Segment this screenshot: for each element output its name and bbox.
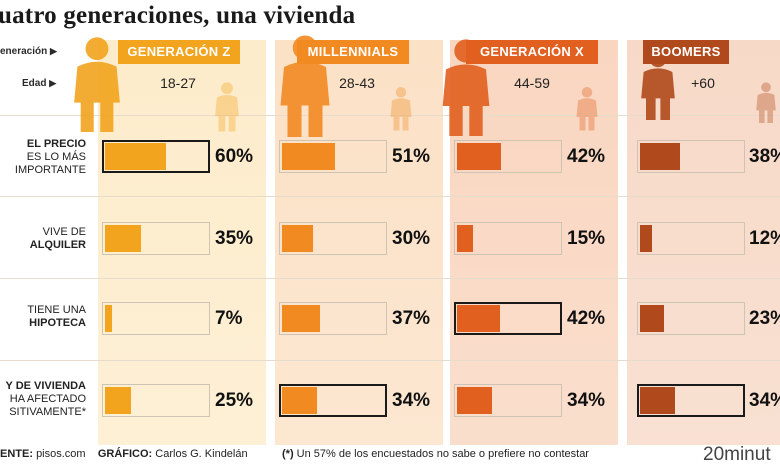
row-separator (0, 115, 780, 116)
caret-right-icon: ▶ (49, 78, 57, 88)
row-separator (0, 278, 780, 279)
row-label: Y DE VIVIENDA HA AFECTADO SITIVAMENTE* (0, 380, 87, 419)
bar-frame (454, 140, 562, 173)
person-silhouette-icon (756, 82, 776, 123)
row-label-line: IMPORTANTE (14, 164, 86, 176)
bar (640, 143, 680, 170)
row-separator (0, 196, 780, 197)
data-label: 51% (392, 146, 431, 167)
generation-age: 28-43 (339, 75, 375, 91)
bar-frame (454, 302, 562, 335)
row-label-line: HIPOTECA (29, 317, 86, 329)
bar-frame (102, 222, 210, 255)
bar (105, 387, 131, 414)
brand-logo: 20minut (703, 444, 771, 465)
data-label: 38% (749, 146, 780, 167)
generation-badge: BOOMERS (643, 40, 729, 64)
generation-age: 18-27 (160, 75, 196, 91)
data-label: 60% (215, 146, 254, 167)
person-silhouette-icon (576, 87, 598, 131)
bar-frame (454, 384, 562, 417)
source-value: pisos.com (36, 448, 86, 460)
generation-age: +60 (691, 75, 715, 91)
bar (105, 225, 141, 252)
bar (282, 225, 313, 252)
data-label: 37% (392, 308, 431, 329)
note-text: Un 57% de los encuestados no sabe o pref… (296, 448, 589, 460)
bar (640, 305, 664, 332)
data-label: 42% (567, 308, 606, 329)
bar (457, 387, 492, 414)
row-label-line: HA AFECTADO (9, 393, 86, 405)
bar-frame (637, 222, 745, 255)
bar (640, 225, 652, 252)
bar (105, 143, 166, 170)
bar (282, 305, 320, 332)
row-label: EL PRECIO ES LO MÁS IMPORTANTE (0, 138, 86, 177)
caret-right-icon: ▶ (50, 46, 57, 56)
data-label: 42% (567, 146, 606, 167)
bar (457, 225, 473, 252)
bar (282, 387, 317, 414)
bar (457, 143, 501, 170)
row-label-line: TIENE UNA (27, 304, 86, 316)
bar (457, 305, 500, 332)
bar-frame (454, 222, 562, 255)
person-silhouette-icon (442, 39, 490, 136)
generation-badge: GENERACIÓN Z (118, 40, 240, 64)
row-label-line: ALQUILER (29, 239, 86, 251)
data-label: 12% (749, 228, 780, 249)
data-label: 23% (749, 308, 780, 329)
graphic-label: GRÁFICO: (97, 448, 153, 460)
page-title: uatro generaciones, una vivienda (0, 2, 356, 29)
row-label-line: Y DE VIVIENDA (5, 380, 87, 392)
bar (105, 305, 112, 332)
footer-source: ENTE: pisos.com GRÁFICO: Carlos G. Kinde… (0, 448, 248, 460)
bar-frame (637, 140, 745, 173)
data-label: 30% (392, 228, 431, 249)
generation-badge: MILLENNIALS (297, 40, 409, 64)
row-label-line: EL PRECIO (26, 138, 86, 150)
bar-frame (279, 384, 387, 417)
person-silhouette-icon (390, 87, 412, 131)
data-label: 34% (567, 390, 606, 411)
bar-frame (102, 302, 210, 335)
data-label: 15% (567, 228, 606, 249)
edad-label: Edad (22, 78, 47, 89)
bar-frame (637, 302, 745, 335)
bar-frame (279, 302, 387, 335)
row-separator (0, 360, 780, 361)
bar-frame (279, 222, 387, 255)
bar-frame (279, 140, 387, 173)
row-label-line: ES LO MÁS (26, 151, 86, 163)
footer-note: (*) Un 57% de los encuestados no sabe o … (282, 448, 589, 460)
bar-frame (102, 140, 210, 173)
row-label-line: SITIVAMENTE* (9, 406, 86, 418)
row-label: TIENE UNA HIPOTECA (0, 304, 86, 330)
note-star: (*) (282, 448, 294, 460)
data-label: 35% (215, 228, 254, 249)
bar-frame (637, 384, 745, 417)
row-label: VIVE DE ALQUILER (0, 226, 86, 252)
row-label-line: VIVE DE (42, 226, 86, 238)
graphic-value: Carlos G. Kindelán (155, 448, 248, 460)
bar (282, 143, 335, 170)
person-silhouette-icon (74, 37, 120, 132)
edad-header-label: Edad ▶ (22, 78, 56, 89)
generation-badge: GENERACIÓN X (466, 40, 598, 64)
generation-age: 44-59 (514, 75, 550, 91)
bar (640, 387, 675, 414)
data-label: 7% (215, 308, 243, 329)
data-label: 34% (392, 390, 431, 411)
source-label: ENTE: (0, 448, 33, 460)
generacion-header-label: eneración ▶ (0, 46, 57, 57)
generacion-label: eneración (0, 46, 48, 57)
bar-frame (102, 384, 210, 417)
person-silhouette-icon (215, 82, 239, 132)
data-label: 34% (749, 390, 780, 411)
data-label: 25% (215, 390, 254, 411)
